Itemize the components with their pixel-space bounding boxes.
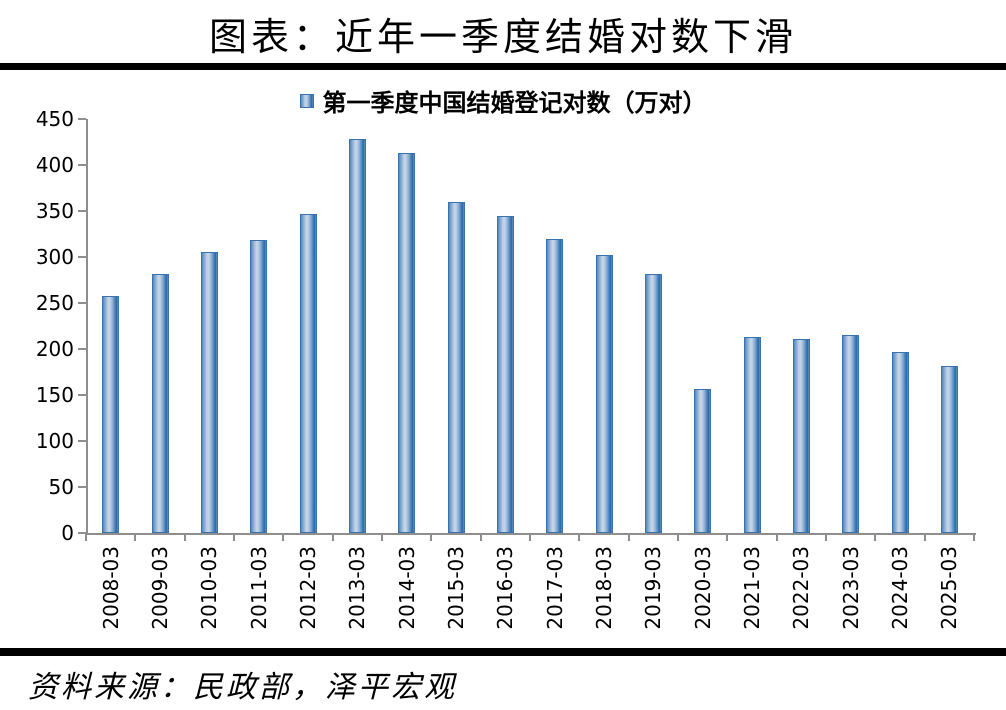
x-axis-tick-label: 2022-03: [789, 546, 814, 630]
x-axis-tick-label: 2020-03: [690, 546, 715, 630]
x-axis-tick: [775, 533, 778, 541]
x-axis-tick-label: 2011-03: [246, 546, 271, 630]
y-axis-tick-label: 350: [35, 199, 74, 223]
bar: [743, 337, 761, 533]
legend-label: 第一季度中国结婚登记对数（万对）: [322, 91, 707, 117]
x-axis-tick: [85, 533, 87, 541]
x-axis-tick: [479, 533, 482, 541]
x-axis-tick-label: 2017-03: [542, 546, 567, 630]
page-title: 图表：近年一季度结婚对数下滑: [208, 17, 797, 59]
x-axis-tick: [874, 533, 877, 541]
bar: [940, 366, 958, 533]
x-axis-tick-label: 2021-03: [740, 546, 764, 630]
y-axis-tick: [78, 210, 86, 212]
x-axis-line: [86, 533, 976, 535]
y-axis-tick: [78, 394, 86, 396]
y-axis-tick: [78, 302, 86, 304]
x-axis-tick-label: 2010-03: [197, 546, 222, 630]
x-axis-tick-label: 2023-03: [838, 546, 863, 630]
x-axis-tick: [430, 533, 433, 541]
legend-swatch-icon: [299, 93, 314, 108]
y-axis-tick-label: 150: [35, 383, 74, 407]
y-axis-tick-label: 450: [35, 107, 74, 131]
bar: [200, 252, 218, 533]
x-axis-tick-label: 2018-03: [592, 546, 616, 630]
x-axis-tick-label: 2025-03: [937, 546, 962, 630]
x-axis-tick-label: 2016-03: [493, 546, 518, 630]
bar: [694, 389, 712, 533]
legend: 第一季度中国结婚登记对数（万对）: [0, 83, 1006, 118]
bar: [546, 239, 564, 533]
x-axis-tick: [529, 533, 531, 541]
y-axis-line: [86, 119, 88, 533]
y-axis-tick: [78, 486, 86, 488]
bar: [595, 255, 613, 533]
x-axis-tick: [825, 533, 827, 541]
bar: [151, 274, 169, 533]
bar: [102, 296, 120, 533]
bar: [299, 214, 317, 533]
bar: [496, 216, 514, 533]
y-axis-tick: [78, 348, 86, 350]
y-axis-tick-label: 200: [35, 337, 74, 361]
bar: [348, 139, 366, 533]
y-axis-tick-label: 0: [61, 521, 74, 545]
y-axis-tick: [78, 440, 86, 442]
bar: [891, 352, 909, 533]
x-axis-tick-label: 2024-03: [888, 546, 912, 630]
top-divider: [0, 63, 1006, 70]
x-axis-tick-label: 2013-03: [345, 546, 370, 630]
y-axis-tick-label: 300: [35, 245, 74, 269]
y-axis-tick: [78, 256, 86, 258]
y-axis-tick-label: 50: [48, 475, 74, 499]
x-axis-tick-label: 2019-03: [641, 546, 666, 630]
x-axis-tick-label: 2008-03: [98, 546, 123, 630]
x-axis-tick-label: 2015-03: [444, 546, 468, 630]
x-axis-tick: [627, 533, 630, 541]
y-axis-tick: [78, 164, 86, 166]
source-note: 资料来源：民政部，泽平宏观: [28, 671, 457, 704]
x-axis-tick-label: 2009-03: [148, 546, 172, 630]
bottom-divider: [0, 648, 1006, 656]
x-axis-tick: [726, 533, 729, 541]
y-axis-tick: [78, 532, 86, 534]
bar: [842, 335, 860, 533]
x-axis-tick: [923, 533, 926, 541]
x-axis-tick: [331, 533, 334, 541]
x-axis-tick: [282, 533, 285, 541]
bar: [447, 202, 465, 533]
x-axis-tick: [973, 533, 975, 541]
bar: [250, 240, 268, 533]
x-axis-tick: [233, 533, 235, 541]
y-axis-tick-label: 250: [35, 291, 74, 315]
x-axis-tick: [381, 533, 383, 541]
x-axis-tick-label: 2014-03: [394, 546, 419, 630]
x-axis-tick: [183, 533, 186, 541]
y-axis-tick: [78, 118, 86, 120]
bar: [792, 339, 810, 533]
x-axis-tick-label: 2012-03: [296, 546, 320, 630]
y-axis-tick-label: 100: [35, 429, 74, 453]
bar: [398, 153, 416, 533]
x-axis-tick: [134, 533, 137, 541]
x-axis-tick: [578, 533, 581, 541]
x-axis-tick: [677, 533, 679, 541]
bar: [644, 274, 662, 533]
y-axis-tick-label: 400: [35, 153, 74, 177]
